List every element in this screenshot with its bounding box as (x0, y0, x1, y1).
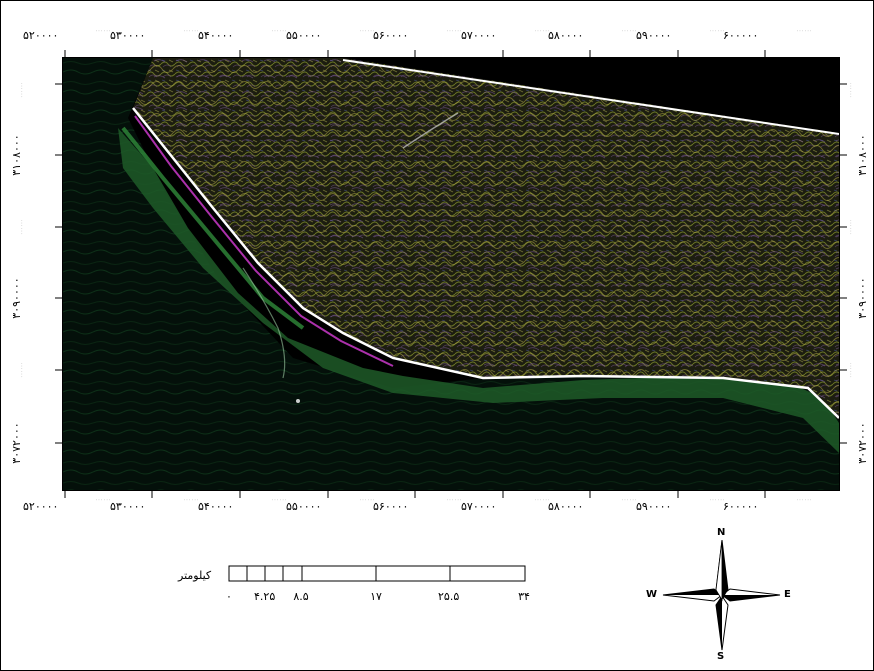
x-tick-label-bottom: ۵۸۰۰۰۰ (548, 500, 584, 513)
scale-bar-label: ۸.۵ (293, 590, 309, 603)
x-tick-label-top: ۵۴۰۰۰۰ (198, 29, 234, 42)
x-minor-label-top: ۰۰۰۰۰۰ (183, 28, 200, 34)
x-tick-label-top: ۶۰۰۰۰۰ (723, 29, 759, 42)
x-minor-label-top: ۰۰۰۰۰۰ (446, 28, 463, 34)
x-tick-label-top: ۵۵۰۰۰۰ (286, 29, 322, 42)
x-tick-label-top: ۵۳۰۰۰۰ (110, 29, 146, 42)
east-label: E (784, 589, 791, 600)
x-minor-label-bottom: ۰۰۰۰۰۰ (446, 497, 463, 503)
x-minor-label-bottom: ۰۰۰۰۰۰ (796, 497, 813, 503)
x-tick-label-bottom: ۵۲۰۰۰۰ (23, 500, 59, 513)
x-tick-label-bottom: ۵۹۰۰۰۰ (636, 500, 672, 513)
x-minor-label-top: ۰۰۰۰۰۰ (796, 28, 813, 34)
x-minor-label-top: ۰۰۰۰۰۰ (709, 28, 726, 34)
satellite-image (63, 58, 839, 490)
x-minor-label-bottom: ۰۰۰۰۰۰ (183, 497, 200, 503)
x-tick-label-top: ۵۶۰۰۰۰ (373, 29, 409, 42)
x-minor-label-top: ۰۰۰۰۰۰ (95, 28, 112, 34)
x-tick-label-bottom: ۵۵۰۰۰۰ (286, 500, 322, 513)
x-minor-label-bottom: ۰۰۰۰۰۰ (359, 497, 376, 503)
x-tick-label-bottom: ۶۰۰۰۰۰ (723, 500, 759, 513)
x-tick-label-top: ۵۲۰۰۰۰ (23, 29, 59, 42)
x-minor-label-bottom: ۰۰۰۰۰۰ (271, 497, 288, 503)
scale-bar-label: ۳۴ (518, 590, 530, 603)
scale-bar-label: ۴.۲۵ (254, 590, 276, 603)
x-minor-label-bottom: ۰۰۰۰۰۰ (621, 497, 638, 503)
x-minor-label-bottom: ۰۰۰۰۰۰ (709, 497, 726, 503)
x-minor-label-top: ۰۰۰۰۰۰ (271, 28, 288, 34)
x-tick-label-bottom: ۵۴۰۰۰۰ (198, 500, 234, 513)
x-minor-label-bottom: ۰۰۰۰۰۰ (534, 497, 551, 503)
x-tick-label-top: ۵۸۰۰۰۰ (548, 29, 584, 42)
north-label: N (717, 527, 726, 538)
x-minor-label-bottom: ۰۰۰۰۰۰ (95, 497, 112, 503)
x-minor-label-top: ۰۰۰۰۰۰ (621, 28, 638, 34)
west-label: W (646, 589, 658, 600)
x-minor-label-top: ۰۰۰۰۰۰ (534, 28, 551, 34)
x-tick-label-bottom: ۵۷۰۰۰۰ (461, 500, 497, 513)
south-label: S (717, 651, 725, 662)
scale-bar-label: ۱۷ (370, 590, 382, 603)
x-tick-label-top: ۵۹۰۰۰۰ (636, 29, 672, 42)
scale-bar-label: ۰ (226, 590, 232, 603)
x-tick-label-top: ۵۷۰۰۰۰ (461, 29, 497, 42)
scale-unit-label: کیلومتر (178, 569, 212, 582)
scale-bar-label: ۲۵.۵ (438, 590, 460, 603)
x-tick-label-bottom: ۵۳۰۰۰۰ (110, 500, 146, 513)
x-tick-label-bottom: ۵۶۰۰۰۰ (373, 500, 409, 513)
x-minor-label-top: ۰۰۰۰۰۰ (359, 28, 376, 34)
map-raster (63, 58, 839, 490)
